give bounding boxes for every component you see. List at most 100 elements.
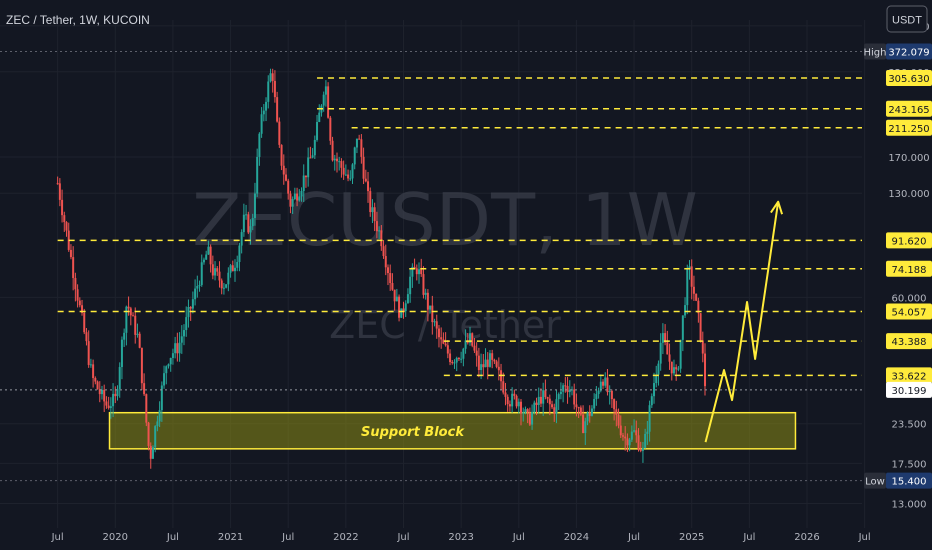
projection-path (704, 201, 780, 443)
candle-body (267, 81, 270, 102)
candle-body (183, 330, 186, 337)
candle-body (94, 378, 97, 382)
candle-body (402, 308, 405, 312)
candle-body (180, 336, 183, 343)
candle-body (422, 274, 425, 295)
level-lines (0, 50, 862, 482)
candle-body (488, 353, 491, 367)
candle-body (158, 410, 161, 422)
candle-body (375, 221, 378, 232)
currency-button-label[interactable]: USDT (892, 15, 922, 27)
candle-body (548, 398, 551, 405)
candle-body (615, 409, 618, 415)
candle-body (528, 412, 531, 425)
candle-body (515, 395, 518, 407)
candle-body (147, 422, 150, 446)
candle-body (431, 305, 434, 323)
candle-body (56, 183, 59, 185)
candle-body (692, 286, 695, 294)
candle-body (344, 174, 347, 176)
y-tick-label: 60.000 (892, 293, 927, 304)
candle-body (648, 405, 651, 432)
currency-button[interactable]: USDT (886, 5, 928, 33)
candle-body (371, 207, 374, 213)
candle-body (675, 367, 678, 370)
candle-body (564, 385, 567, 387)
candle-body (586, 412, 589, 422)
candle-body (74, 278, 77, 290)
candle-body (174, 343, 177, 354)
candle-body (386, 267, 389, 274)
level-label-bg (886, 100, 932, 117)
candle-body (112, 393, 115, 407)
candle-body (87, 341, 90, 365)
candle-body (327, 86, 330, 118)
y-tick-label: 170.000 (888, 153, 929, 164)
candle-body (526, 409, 529, 413)
candle-body (200, 262, 203, 285)
candle-body (610, 390, 613, 400)
candle-body (621, 435, 624, 437)
candle-body (593, 399, 596, 409)
candle-body (650, 396, 653, 406)
candle-body (351, 164, 354, 179)
candle-body (364, 178, 367, 182)
candle-body (222, 287, 225, 289)
candle-body (176, 343, 179, 354)
candle-body (220, 280, 223, 289)
current-price-label: 30.199 (892, 386, 927, 397)
low-tag-bg (864, 472, 886, 489)
candle-body (537, 396, 540, 406)
candle-body (426, 292, 429, 310)
candle-body (471, 333, 474, 346)
candle-body (406, 294, 409, 304)
y-tick-label: 23.500 (892, 420, 927, 431)
candle-body (296, 193, 299, 201)
candle-body (127, 306, 130, 309)
candle-body (435, 321, 438, 329)
candle-body (311, 155, 314, 158)
candle-body (469, 333, 472, 343)
candle-body (389, 273, 392, 283)
candle-body (495, 361, 498, 367)
candle-body (646, 431, 649, 434)
candle-body (424, 292, 427, 295)
y-tick-label: 13.000 (892, 499, 927, 510)
candle-body (524, 409, 527, 413)
candle-body (265, 101, 268, 111)
candle-body (293, 193, 296, 200)
candle-body (395, 296, 398, 302)
candle-body (313, 139, 316, 156)
level-label: 33.622 (892, 371, 927, 382)
support-zone-label: Support Block (361, 425, 465, 440)
candle-body (491, 353, 494, 360)
candle-body (85, 332, 88, 342)
x-tick-label: Jul (281, 532, 294, 543)
candle-body (630, 431, 633, 440)
candle-body (78, 300, 81, 306)
candle-body (202, 259, 205, 263)
candle-body (604, 377, 607, 386)
candle-body (118, 367, 121, 390)
candle-body (677, 368, 680, 370)
candle-body (369, 191, 372, 213)
x-tick-label: 2023 (448, 532, 473, 543)
candle-body (258, 133, 261, 157)
candle-body (582, 414, 585, 434)
candle-body (453, 362, 456, 364)
candle-body (602, 381, 605, 386)
candle-body (617, 414, 620, 426)
candle-body (384, 256, 387, 268)
candle-body (114, 393, 117, 397)
candle-body (105, 401, 108, 406)
candle-body (278, 121, 281, 145)
candle-body (522, 412, 525, 414)
candle-body (480, 364, 483, 371)
symbol-info[interactable]: ZEC / Tether, 1W, KUCOIN (6, 13, 150, 27)
candle-body (163, 373, 166, 386)
candle-body (613, 399, 616, 410)
candles (56, 68, 707, 469)
candle-body (577, 407, 580, 409)
